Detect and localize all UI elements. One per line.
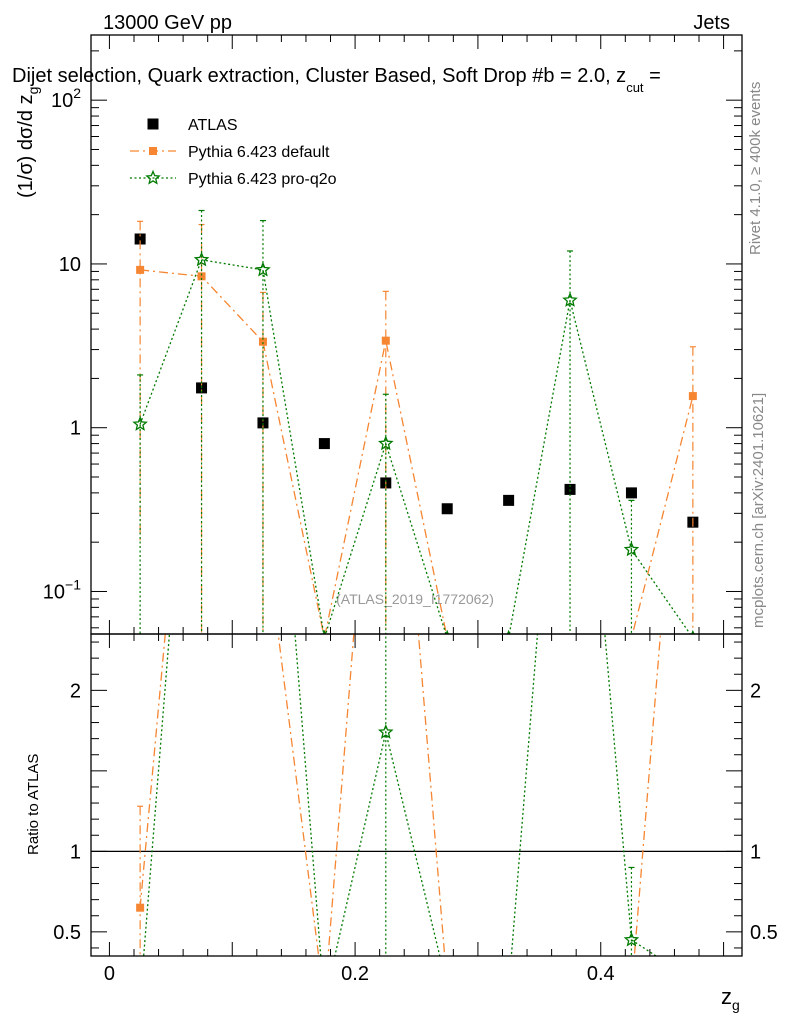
data-point	[625, 487, 637, 499]
data-point	[320, 998, 328, 1006]
data-point	[443, 983, 451, 991]
series-line-0	[139, 634, 662, 956]
data-point	[623, 541, 640, 557]
data-point	[627, 633, 636, 634]
rivet-label: Rivet 4.1.0, ≥ 400k events	[747, 82, 764, 255]
data-point	[441, 980, 453, 992]
y-tick-exp: −1	[65, 576, 81, 592]
data-point	[134, 994, 146, 1006]
data-point	[318, 995, 330, 1007]
y-tick-exp: 2	[73, 85, 81, 101]
mcplots-label: mcplots.cern.ch [arXiv:2401.10621]	[750, 393, 767, 628]
data-point	[255, 261, 271, 277]
y-tick-label: 1	[70, 841, 81, 863]
panel-frame	[90, 633, 743, 957]
y-tick-label: 0.5	[53, 922, 81, 944]
x-axis-label-sub: g	[732, 997, 740, 1013]
legend-label: Pythia 6.423 pro-q2o	[188, 171, 337, 188]
legend-marker	[147, 118, 159, 130]
x-tick-label: 0	[104, 963, 115, 985]
data-point	[136, 265, 145, 274]
selection-title: Dijet selection, Quark extraction, Clust…	[12, 65, 661, 95]
ratio-title: Ratio to ATLAS	[25, 754, 42, 855]
data-point	[441, 503, 453, 515]
series-line-1	[140, 269, 694, 634]
data-point	[689, 58, 697, 66]
plot-area	[91, 58, 742, 1007]
data-point	[566, 633, 575, 634]
y-tick-label: 10−1	[43, 576, 81, 603]
legend-marker	[145, 169, 161, 185]
y-tick-label-right: 1	[750, 841, 761, 863]
data-point	[504, 633, 513, 634]
selection-main: Dijet selection, Quark extraction, Clust…	[12, 65, 626, 87]
data-point	[623, 931, 640, 947]
data-point	[134, 233, 146, 245]
main-ylabel-text: (1/σ) dσ/d z	[15, 94, 37, 198]
legend-marker	[149, 147, 157, 155]
x-axis-label-text: z	[721, 984, 732, 1009]
data-point	[687, 974, 699, 986]
series-line-1	[143, 634, 658, 956]
data-point	[378, 724, 394, 739]
y-tick-base: 1	[70, 418, 81, 440]
ratio-panel: 0.5 0.5 1 1 2 2 0 0.2 0.4	[53, 58, 778, 1007]
data-point	[193, 251, 210, 267]
data-point	[506, 629, 511, 634]
data-point	[562, 292, 578, 307]
data-point	[688, 392, 697, 401]
data-point	[564, 483, 576, 495]
y-tick-label: 102	[51, 85, 81, 112]
y-tick-base: 10	[43, 581, 65, 603]
data-point	[566, 989, 574, 997]
watermark-label: (ATLAS_2019_I1772062)	[336, 591, 494, 607]
data-point	[318, 438, 330, 450]
main-ylabel: (1/σ) dσ/d zg	[15, 87, 41, 198]
plot-area	[132, 209, 699, 634]
selection-sub: cut	[626, 80, 644, 95]
data-point	[136, 903, 145, 912]
data-point	[627, 987, 635, 995]
data-point	[257, 417, 269, 429]
legend: ATLAS Pythia 6.423 default Pythia 6.423 pr…	[130, 117, 337, 188]
y-tick-label-right: 0.5	[750, 922, 778, 944]
y-tick-label: 10	[59, 254, 81, 276]
data-point	[505, 986, 513, 994]
data-point	[322, 629, 327, 634]
energy-label: 13000 GeV pp	[103, 12, 232, 34]
data-point	[378, 435, 394, 451]
x-tick-label: 0.4	[587, 963, 615, 985]
main-ylabel-sub: g	[25, 87, 41, 95]
legend-label: Pythia 6.423 default	[188, 144, 330, 161]
data-point	[445, 629, 449, 634]
y-tick-base: 10	[59, 254, 81, 276]
legend-label: ATLAS	[188, 117, 238, 134]
data-point	[443, 633, 452, 634]
data-point	[502, 983, 514, 995]
data-point	[197, 272, 206, 281]
data-point	[381, 336, 390, 345]
series-line-2	[139, 259, 691, 634]
data-point	[132, 416, 148, 431]
x-axis-label: zg	[721, 984, 740, 1013]
y-tick-label-right: 2	[750, 680, 761, 702]
selection-tail: =	[644, 65, 661, 87]
data-point	[258, 337, 267, 346]
y-tick-base: 10	[51, 90, 73, 112]
x-tick-label: 0.2	[341, 963, 369, 985]
y-tick-label: 2	[70, 680, 81, 702]
y-tick-label: 1	[70, 418, 81, 440]
category-label: Jets	[693, 12, 730, 34]
data-point	[320, 633, 329, 634]
data-point	[503, 494, 515, 506]
